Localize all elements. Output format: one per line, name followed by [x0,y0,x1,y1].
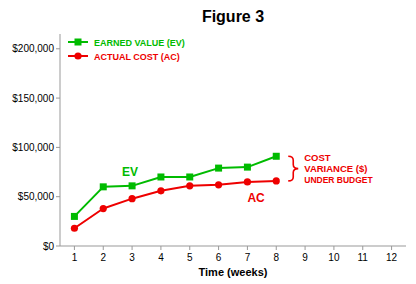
series-marker [215,181,222,188]
legend-label: ACTUAL COST (AC) [94,52,180,62]
legend-label: EARNED VALUE (EV) [94,38,185,48]
y-tick [56,48,60,49]
x-tick-label: 12 [386,252,398,263]
series-marker [186,182,193,189]
y-tick [56,246,60,247]
x-tick-label: 4 [158,252,164,263]
chart: Figure 3 $0 $50,000 $100,000 $150,000 $200,00… [0,0,416,284]
y-tick-label: $0 [43,241,55,252]
y-tick-label: $200,000 [12,43,54,54]
x-axis [60,246,406,247]
annotation: UNDER BUDGET [304,175,373,185]
y-tick [56,196,60,197]
annotation: COST [304,152,331,163]
x-tick-label: 10 [328,252,340,263]
x-tick-label: 8 [273,252,279,263]
x-tick-label: 3 [129,252,135,263]
series-marker [100,183,107,190]
x-tick [276,246,277,250]
x-tick-label: 6 [216,252,222,263]
series-line [74,181,276,228]
x-tick [333,246,334,250]
series-marker [129,182,136,189]
series-marker [186,173,193,180]
annotation: AC [247,191,265,205]
y-tick [56,147,60,148]
x-tick-label: 9 [302,252,308,263]
x-tick [247,246,248,250]
series-marker [244,178,251,185]
x-tick-label: 7 [245,252,251,263]
legend: EARNED VALUE (EV) ACTUAL COST (AC) [68,38,185,62]
x-tick [218,246,219,250]
series-marker [215,165,222,172]
y-tick-label: $150,000 [12,93,54,104]
series-marker [157,173,164,180]
x-tick [103,246,104,250]
legend-marker [74,52,81,59]
x-tick [74,246,75,250]
series-line [74,156,276,216]
y-axis [60,34,61,246]
x-tick-label: 11 [358,252,369,263]
series-marker [273,177,280,184]
series-marker [244,164,251,171]
x-tick [132,246,133,250]
series-marker [100,205,107,212]
annotation: EV [122,165,138,179]
x-tick [391,246,392,250]
series-marker [71,213,78,220]
legend-marker [75,39,82,46]
series-marker [128,195,135,202]
y-tick [56,98,60,99]
series-marker [273,153,280,160]
y-tick-label: $50,000 [18,191,55,202]
annotation: VARIANCE ($) [304,163,367,174]
plot-area [71,153,280,232]
x-tick [362,246,363,250]
x-tick-label: 2 [100,252,106,263]
y-tick-label: $100,000 [12,142,54,153]
series-marker [71,225,78,232]
x-tick-label: 1 [72,252,78,263]
series-marker [157,187,164,194]
x-tick [189,246,190,250]
x-tick [305,246,306,250]
background [0,0,416,284]
x-axis-label: Time (weeks) [199,266,268,278]
x-tick [160,246,161,250]
x-tick-label: 5 [187,252,193,263]
title: Figure 3 [202,8,264,25]
variance-brace [288,156,298,181]
